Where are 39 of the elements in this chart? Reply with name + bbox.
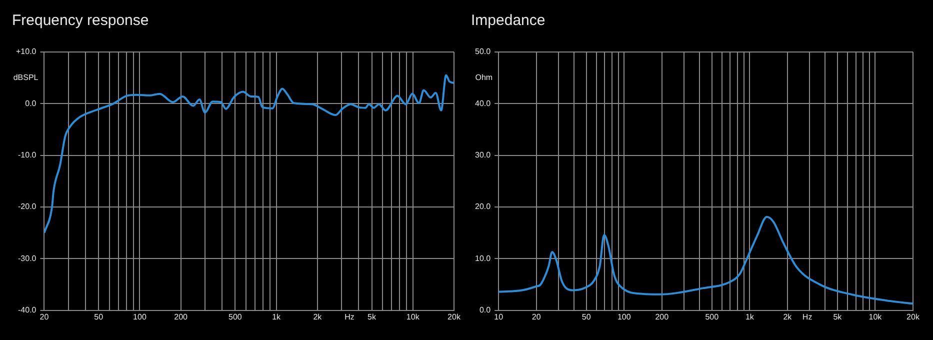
y-tick-label: +10.0: [16, 47, 37, 56]
x-tick-label: 1k: [745, 312, 755, 322]
x-tick-label: 1k: [272, 312, 282, 322]
x-tick-label: 200: [655, 312, 670, 322]
x-tick-label: 500: [228, 312, 242, 322]
y-tick-label: -10.0: [18, 150, 37, 160]
x-tick-label: 5k: [368, 312, 377, 322]
x-tick-label: 10k: [406, 312, 420, 322]
x-tick-label: 10k: [868, 312, 883, 322]
x-tick-label: 50: [582, 312, 592, 322]
x-tick-label: 2k: [783, 312, 793, 322]
y-tick-label: -40.0: [18, 306, 37, 315]
x-tick-label: 20: [532, 312, 542, 322]
y-tick-label: 50.0: [474, 47, 492, 56]
x-tick-label: 20: [40, 312, 50, 322]
x-tick-label: 50: [94, 312, 104, 322]
y-tick-label: 20.0: [474, 202, 492, 212]
x-axis-title: Hz: [344, 312, 354, 322]
y-tick-label: 30.0: [474, 150, 492, 160]
x-tick-label: 5k: [833, 312, 843, 322]
x-tick-label: 2k: [313, 312, 323, 322]
x-tick-label: 10: [494, 312, 504, 322]
x-tick-label: 20k: [448, 312, 462, 322]
y-axis-title: dBSPL: [13, 73, 39, 82]
x-tick-label: 100: [133, 312, 147, 322]
chart-title: Impedance: [471, 12, 546, 30]
x-tick-label: 100: [617, 312, 632, 322]
y-axis-title: Ohm: [475, 73, 493, 82]
chart-title: Frequency response: [12, 12, 149, 30]
y-tick-label: -20.0: [18, 202, 37, 212]
y-tick-label: -30.0: [18, 254, 37, 263]
y-tick-label: 40.0: [474, 98, 492, 108]
x-tick-label: 200: [174, 312, 188, 322]
y-tick-label: 0.0: [25, 98, 37, 108]
x-tick-label: 20k: [906, 312, 920, 322]
x-tick-label: 500: [705, 312, 720, 322]
y-tick-label: 10.0: [474, 254, 492, 263]
x-axis-title: Hz: [802, 312, 812, 322]
y-tick-label: 0.0: [479, 306, 492, 315]
